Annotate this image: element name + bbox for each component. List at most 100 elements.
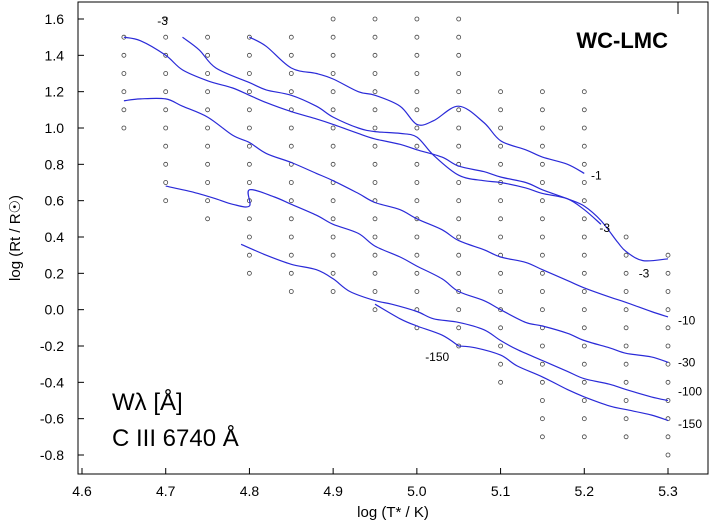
- grid-point: [288, 52, 294, 58]
- grid-point: [330, 71, 336, 76]
- contour-label: -100: [678, 384, 702, 398]
- grid-point: [665, 343, 671, 349]
- grid-point: [121, 107, 127, 113]
- grid-point: [414, 71, 420, 76]
- grid-point: [288, 216, 294, 222]
- grid-point: [456, 270, 462, 276]
- grid-point: [581, 379, 587, 385]
- grid-point: [246, 125, 252, 131]
- grid-point: [665, 307, 671, 313]
- contour-line: [165, 185, 669, 363]
- grid-point: [540, 180, 545, 185]
- grid-point: [456, 198, 462, 204]
- grid-point: [205, 198, 211, 204]
- grid-point: [665, 379, 671, 385]
- contour-line: [240, 243, 669, 402]
- contour-label: -150: [425, 350, 449, 364]
- grid-point: [288, 234, 294, 240]
- y-tick-label: -0.4: [40, 374, 64, 390]
- grid-point: [623, 398, 629, 403]
- grid-point: [372, 16, 378, 22]
- grid-point: [581, 361, 587, 367]
- contour-label: -3: [639, 266, 650, 280]
- grid-point: [540, 198, 545, 204]
- y-tick-label: 0.4: [45, 229, 65, 245]
- grid-point: [498, 89, 504, 95]
- grid-point: [581, 416, 587, 422]
- grid-point: [205, 216, 211, 222]
- grid-point: [246, 143, 252, 149]
- grid-point: [330, 198, 336, 204]
- grid-point: [330, 143, 336, 149]
- grid-point: [372, 270, 378, 276]
- y-tick-label: 1.6: [45, 11, 65, 27]
- grid-point: [246, 252, 252, 258]
- annotation-line: C III 6740 Å: [112, 424, 239, 452]
- grid-point: [665, 434, 671, 440]
- grid-point: [163, 107, 169, 113]
- grid-point: [414, 234, 420, 240]
- grid-point: [372, 34, 378, 40]
- grid-point: [540, 398, 545, 403]
- grid-point: [581, 216, 587, 222]
- grid-point: [498, 325, 504, 331]
- grid-point: [414, 216, 420, 222]
- grid-point: [205, 180, 211, 185]
- y-axis: 1.6 1.4 1.2 1.0 0.8 0.6 0.4 0.2 0.0 -0.2 -0.4 -0.6 -…: [40, 11, 84, 463]
- grid-point: [121, 52, 127, 58]
- grid-point: [540, 361, 545, 367]
- y-tick-label: 1.4: [45, 47, 65, 63]
- grid-point: [205, 52, 211, 58]
- grid-point: [414, 252, 420, 258]
- grid-point: [330, 252, 336, 258]
- grid-point: [246, 89, 252, 95]
- grid-point: [456, 107, 462, 113]
- grid-point: [163, 198, 169, 204]
- grid-point: [581, 434, 587, 440]
- grid-point: [163, 16, 169, 22]
- grid-point: [372, 125, 378, 131]
- grid-point: [288, 143, 294, 149]
- grid-point: [288, 289, 294, 294]
- grid-point: [372, 89, 378, 95]
- grid-point: [246, 270, 252, 276]
- grid-point: [372, 252, 378, 258]
- contour-line: [123, 97, 669, 318]
- grid-point: [581, 289, 587, 294]
- grid-point: [205, 161, 211, 167]
- grid-point: [456, 289, 462, 294]
- grid-point: [623, 416, 629, 422]
- grid-point: [581, 161, 587, 167]
- grid-point: [540, 270, 545, 276]
- grid-point: [581, 234, 587, 240]
- grid-point: [581, 343, 587, 349]
- grid-point: [330, 34, 336, 40]
- contour-label: -30: [678, 355, 696, 369]
- grid-point: [372, 52, 378, 58]
- x-tick-label: 4.6: [72, 483, 92, 499]
- grid-point: [623, 270, 629, 276]
- grid-point: [205, 34, 211, 40]
- grid-point: [414, 89, 420, 95]
- grid-point: [581, 307, 587, 313]
- grid-point: [246, 71, 252, 76]
- grid-point: [498, 107, 504, 113]
- grid-point: [498, 270, 504, 276]
- grid-point: [205, 71, 211, 76]
- grid-point: [581, 398, 587, 403]
- annotation-quantity: Wλ [Å]: [112, 388, 183, 416]
- grid-point: [581, 198, 587, 204]
- contour-line: [182, 36, 602, 225]
- grid-point: [498, 143, 504, 149]
- y-tick-label: -0.2: [40, 338, 64, 354]
- grid-point: [372, 234, 378, 240]
- grid-point: [288, 180, 294, 185]
- grid-point: [665, 416, 671, 422]
- grid-point: [540, 252, 545, 258]
- grid-point: [498, 216, 504, 222]
- grid-point: [581, 107, 587, 113]
- grid-point: [456, 143, 462, 149]
- grid-point: [414, 107, 420, 113]
- x-tick-label: 5.3: [658, 483, 678, 499]
- grid-point: [288, 252, 294, 258]
